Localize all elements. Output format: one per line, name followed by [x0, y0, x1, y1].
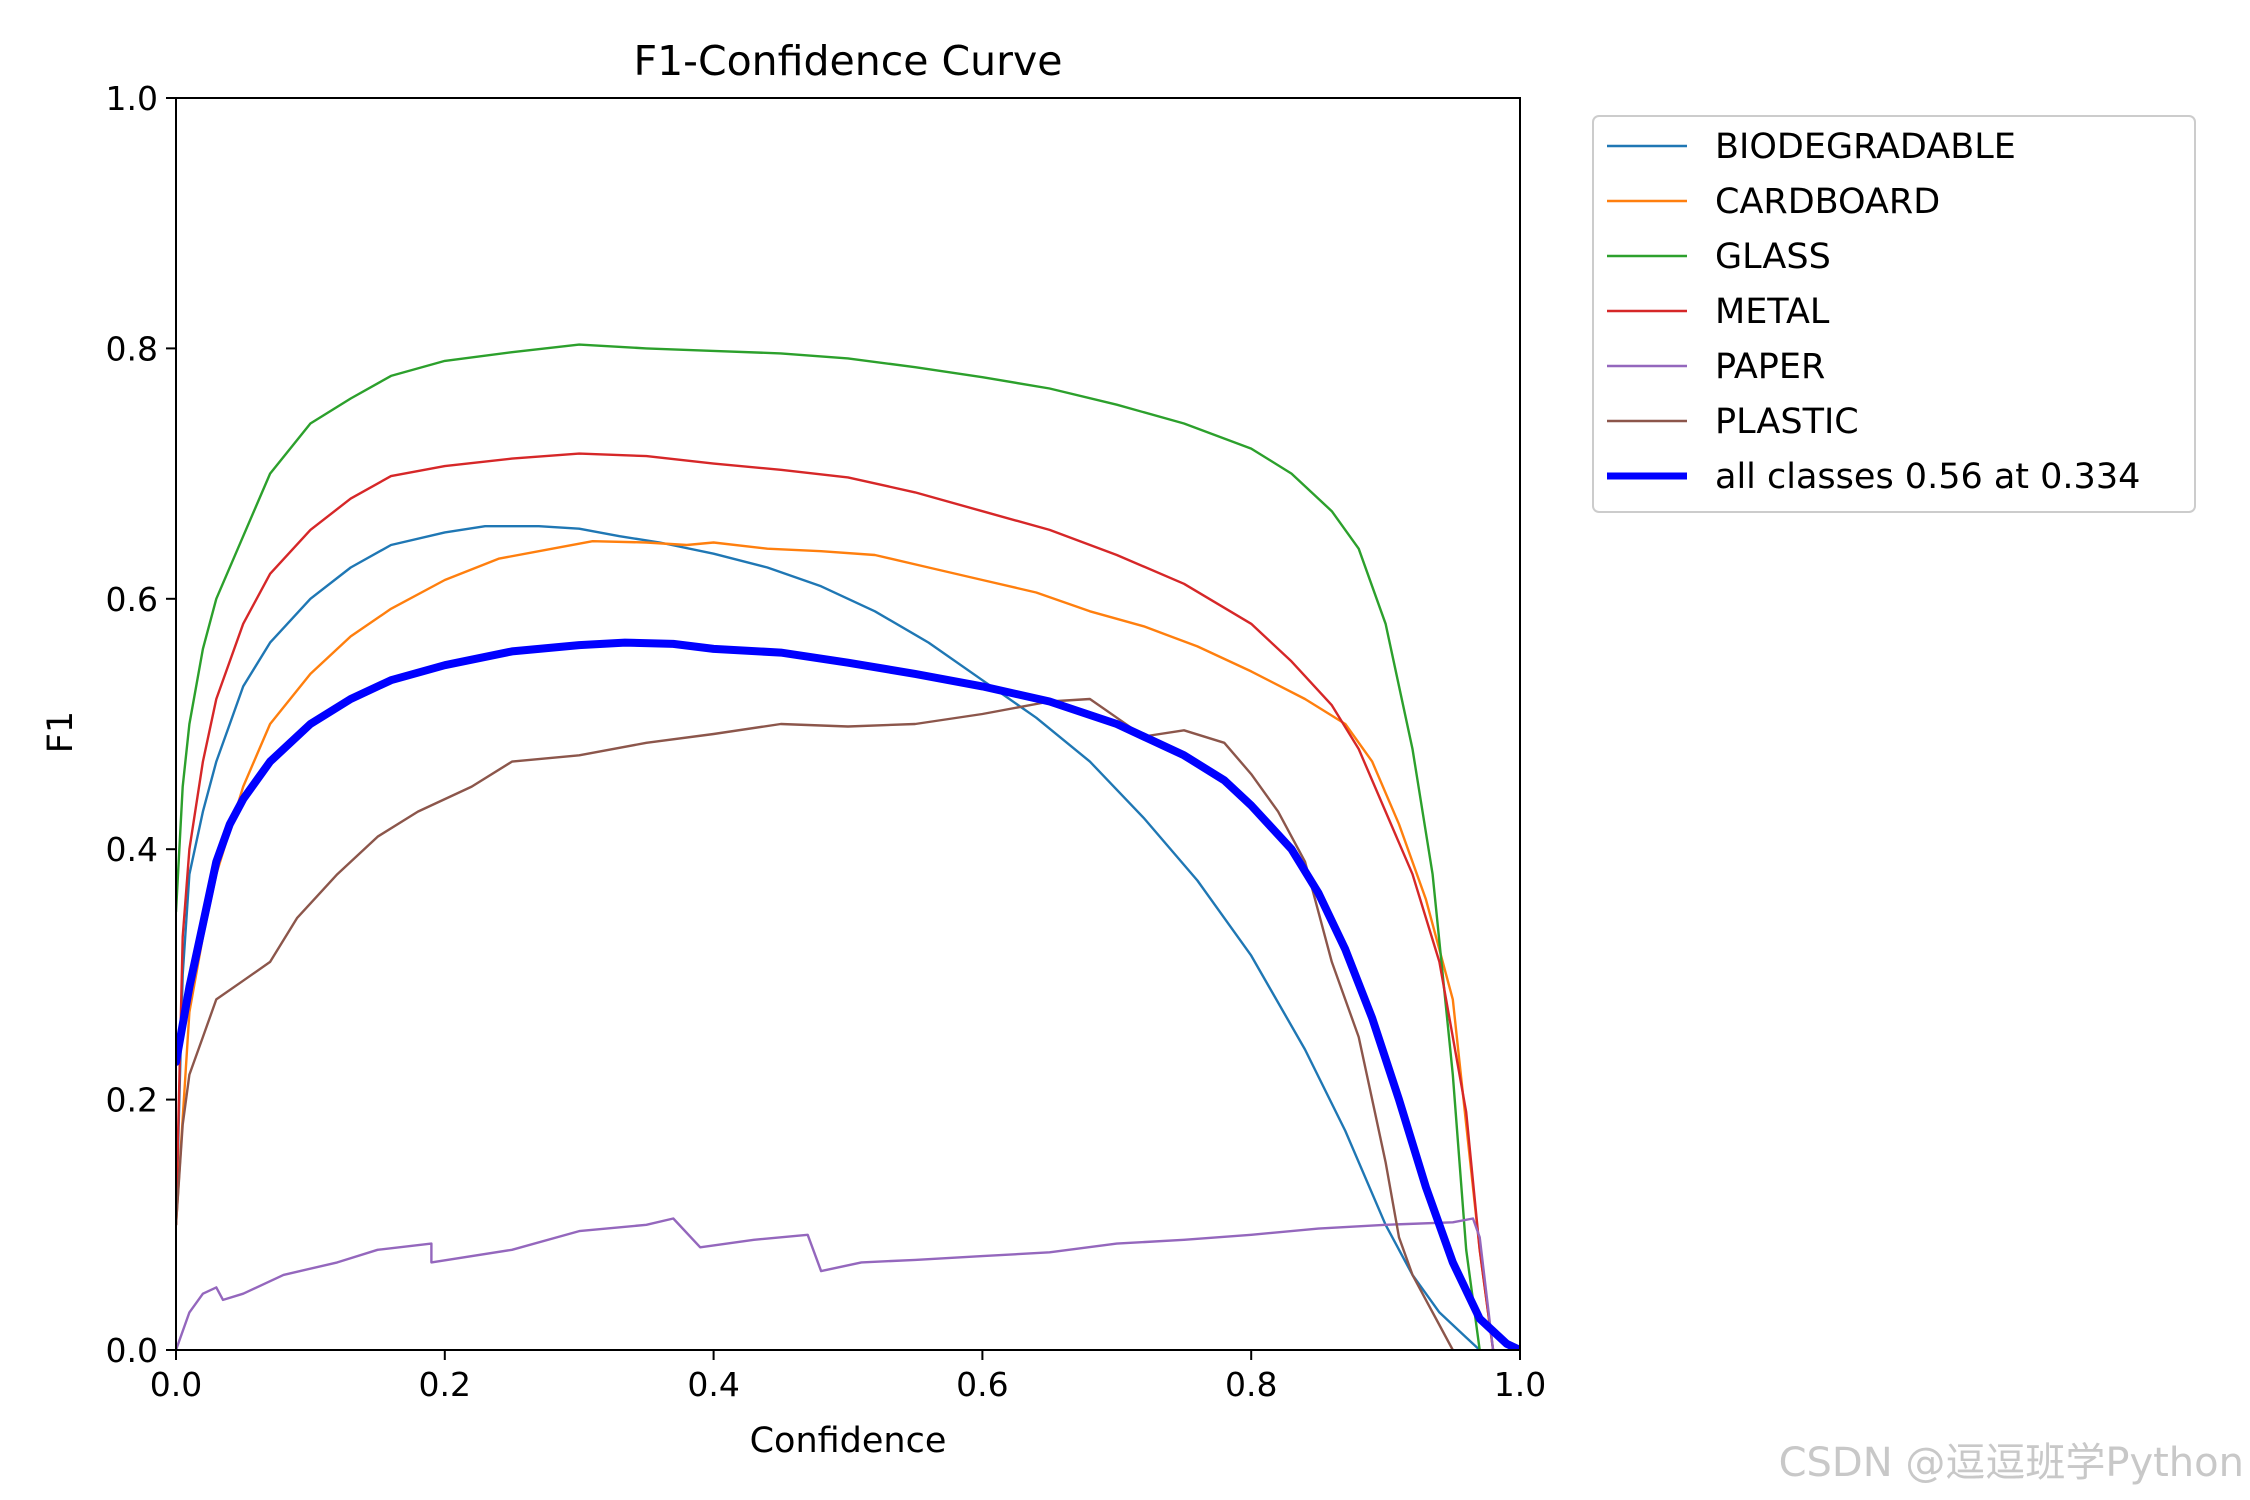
legend-frame — [1592, 115, 2196, 513]
series-line-5 — [176, 697, 1454, 1350]
legend-label-0: BIODEGRADABLE — [1715, 127, 2016, 167]
legend-label-2: GLASS — [1715, 237, 1831, 277]
series-line-2 — [176, 343, 1481, 1350]
y-tick-label-0: 0.0 — [106, 1331, 158, 1370]
y-tick-label-4: 0.8 — [106, 329, 158, 368]
x-tick-label-0: 0.0 — [150, 1365, 202, 1404]
series-line-6 — [176, 638, 1520, 1350]
x-tick-label-1: 0.2 — [419, 1365, 471, 1404]
y-tick-label-2: 0.4 — [106, 830, 158, 869]
plot-lines — [176, 343, 1520, 1350]
y-tick-label-3: 0.6 — [106, 580, 158, 619]
series-line-3 — [176, 452, 1495, 1350]
series-line-1 — [176, 540, 1495, 1350]
plot-frame — [175, 97, 1521, 1351]
y-tick-label-1: 0.2 — [106, 1081, 158, 1120]
legend-label-6: all classes 0.56 at 0.334 — [1715, 457, 2140, 497]
legend-label-3: METAL — [1715, 292, 1830, 332]
y-axis-label: F1 — [41, 711, 81, 753]
x-axis-ticks: 0.0 0.2 0.4 0.6 0.8 1.0 — [150, 1350, 1546, 1404]
x-tick-label-3: 0.6 — [956, 1365, 1008, 1404]
x-axis-label: Confidence — [750, 1421, 947, 1461]
legend-label-4: PAPER — [1715, 347, 1825, 387]
x-tick-label-4: 0.8 — [1225, 1365, 1277, 1404]
series-line-0 — [176, 525, 1481, 1350]
y-axis-ticks: 0.0 0.2 0.4 0.6 0.8 1.0 — [106, 79, 176, 1370]
series-line-4 — [176, 1217, 1495, 1350]
legend-label-1: CARDBOARD — [1715, 182, 1940, 222]
x-tick-label-5: 1.0 — [1494, 1365, 1546, 1404]
legend-label-5: PLASTIC — [1715, 402, 1859, 442]
legend: BIODEGRADABLE CARDBOARD GLASS METAL PAPER PLA… — [1592, 115, 2196, 513]
chart-title: F1-Confidence Curve — [634, 37, 1063, 85]
x-tick-label-2: 0.4 — [687, 1365, 739, 1404]
y-tick-label-5: 1.0 — [106, 79, 158, 118]
watermark: CSDN @逗逗班学Python — [1778, 1440, 2244, 1486]
